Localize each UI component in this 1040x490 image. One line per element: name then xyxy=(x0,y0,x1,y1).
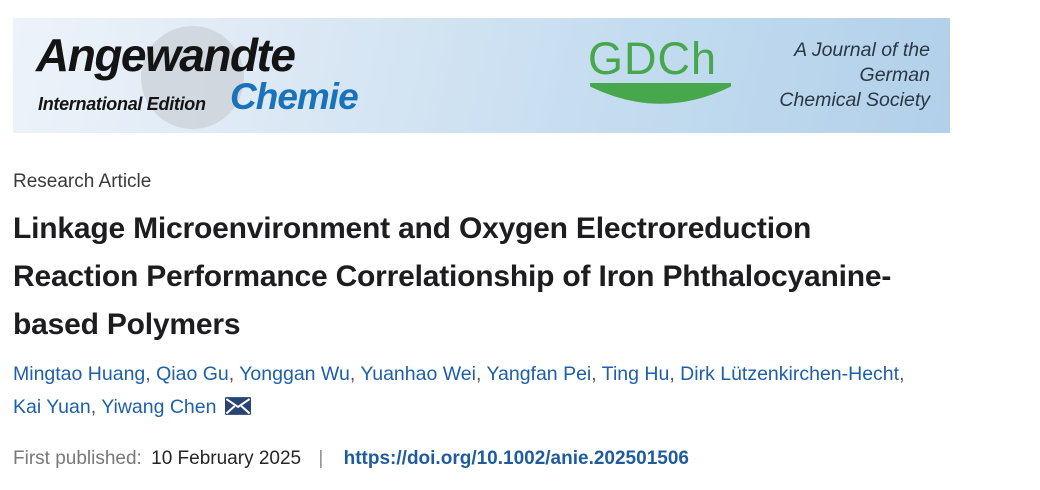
author-separator: , xyxy=(669,363,681,385)
article-title: Linkage Microenvironment and Oxygen Elec… xyxy=(13,205,1025,349)
first-published-date: 10 February 2025 xyxy=(151,448,302,469)
author-names: Mingtao Huang, Qiao Gu, Yonggan Wu, Yuan… xyxy=(13,363,905,418)
author-link[interactable]: Dirk Lützenkirchen-Hecht xyxy=(680,363,900,385)
gdch-bowl-icon xyxy=(590,83,731,104)
journal-logo-edition: International Edition xyxy=(38,94,206,114)
gdch-logo: GDCh xyxy=(588,36,733,105)
journal-banner[interactable]: Angewandte International Edition Chemie … xyxy=(13,18,950,133)
author-separator: , xyxy=(145,363,157,385)
journal-logo-chemie: Chemie xyxy=(230,76,359,117)
publication-info: First published: 10 February 2025 | http… xyxy=(13,448,689,470)
author-link[interactable]: Yiwang Chen xyxy=(101,395,217,418)
society-line: German xyxy=(859,64,930,86)
journal-logo-angewandte: Angewandte xyxy=(36,29,296,81)
first-published-label: First published: xyxy=(13,448,142,469)
author-list: Mingtao Huang, Qiao Gu, Yonggan Wu, Yuan… xyxy=(13,358,1027,425)
society-line: A Journal of the xyxy=(794,39,930,61)
author-separator: , xyxy=(228,363,240,385)
author-separator: , xyxy=(349,363,361,385)
society-tagline: A Journal of the German Chemical Society xyxy=(779,38,930,113)
author-separator: , xyxy=(591,363,602,385)
title-line: Linkage Microenvironment and Oxygen Elec… xyxy=(13,212,812,245)
article-type-label: Research Article xyxy=(13,171,152,192)
author-link[interactable]: Kai Yuan xyxy=(13,395,91,418)
separator: | xyxy=(318,448,324,469)
title-line: based Polymers xyxy=(13,308,241,341)
author-link[interactable]: Qiao Gu xyxy=(156,363,229,385)
author-link[interactable]: Ting Hu xyxy=(601,363,670,385)
author-separator: , xyxy=(90,395,102,418)
gdch-logo-text: GDCh xyxy=(588,33,718,84)
title-line: Reaction Performance Correlationship of … xyxy=(13,260,892,293)
envelope-icon[interactable] xyxy=(225,393,252,426)
society-line: Chemical Society xyxy=(779,89,930,111)
author-link[interactable]: Yuanhao Wei xyxy=(360,363,476,385)
author-separator: , xyxy=(475,363,487,385)
author-link[interactable]: Mingtao Huang xyxy=(13,363,146,385)
author-link[interactable]: Yonggan Wu xyxy=(239,363,350,385)
doi-link[interactable]: https://doi.org/10.1002/anie.202501506 xyxy=(343,448,689,469)
banner-circle-decoration xyxy=(141,26,244,129)
author-link[interactable]: Yangfan Pei xyxy=(486,363,592,385)
author-separator: , xyxy=(899,363,905,385)
